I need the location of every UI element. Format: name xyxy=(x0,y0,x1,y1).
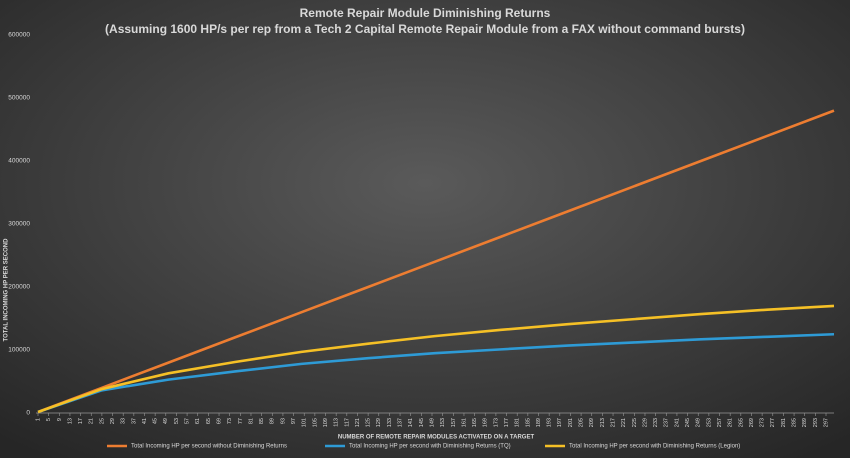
x-tick-label: 73 xyxy=(227,418,233,424)
chart-subtitle: (Assuming 1600 HP/s per rep from a Tech … xyxy=(105,22,745,36)
x-tick-label: 157 xyxy=(451,418,457,427)
x-tick-label: 13 xyxy=(67,418,73,424)
x-axis-title: NUMBER OF REMOTE REPAIR MODULES ACTIVATE… xyxy=(338,435,535,441)
x-tick-label: 121 xyxy=(355,418,361,427)
x-tick-label: 225 xyxy=(632,418,638,427)
x-tick-label: 5 xyxy=(46,418,52,421)
x-tick-label: 289 xyxy=(802,418,808,427)
x-tick-label: 193 xyxy=(547,418,553,427)
x-tick-label: 65 xyxy=(206,418,212,424)
x-tick-label: 221 xyxy=(621,418,627,427)
x-tick-label: 93 xyxy=(280,418,286,424)
x-tick-label: 161 xyxy=(461,418,467,427)
legend-label: Total Incoming HP per second without Dim… xyxy=(131,444,287,450)
x-tick-label: 81 xyxy=(248,418,254,424)
x-tick-label: 265 xyxy=(738,418,744,427)
x-tick-label: 153 xyxy=(440,418,446,427)
y-tick-label: 400000 xyxy=(8,158,30,165)
x-tick-label: 41 xyxy=(142,418,148,424)
x-tick-label: 217 xyxy=(610,418,616,427)
x-tick-label: 285 xyxy=(792,418,798,427)
x-tick-label: 249 xyxy=(696,418,702,427)
y-tick-label: 600000 xyxy=(8,32,30,39)
x-tick-label: 297 xyxy=(823,418,829,427)
y-tick-label: 0 xyxy=(26,410,30,417)
x-tick-label: 125 xyxy=(366,418,372,427)
x-tick-label: 237 xyxy=(664,418,670,427)
x-tick-label: 145 xyxy=(419,418,425,427)
series-line xyxy=(37,109,835,414)
x-tick-label: 277 xyxy=(770,418,776,427)
x-tick-label: 9 xyxy=(57,418,63,421)
x-tick-label: 281 xyxy=(781,418,787,427)
x-tick-label: 45 xyxy=(153,418,159,424)
x-tick-label: 141 xyxy=(408,418,414,427)
x-tick-label: 53 xyxy=(174,418,180,424)
x-tick-label: 261 xyxy=(728,418,734,427)
y-axis-title: TOTAL INCOMING HP PER SECOND xyxy=(4,238,10,342)
x-tick-label: 165 xyxy=(472,418,478,427)
x-tick-label: 185 xyxy=(525,418,531,427)
x-tick-label: 37 xyxy=(131,418,137,424)
x-tick-label: 117 xyxy=(344,418,350,427)
legend-label: Total Incoming HP per second with Dimini… xyxy=(349,444,511,450)
x-tick-label: 177 xyxy=(504,418,510,427)
x-tick-label: 253 xyxy=(706,418,712,427)
x-tick-label: 189 xyxy=(536,418,542,427)
x-tick-label: 85 xyxy=(259,418,265,424)
x-tick-label: 241 xyxy=(674,418,680,427)
x-tick-label: 229 xyxy=(642,418,648,427)
x-tick-label: 137 xyxy=(398,418,404,427)
x-tick-label: 57 xyxy=(185,418,191,424)
x-tick-label: 201 xyxy=(568,418,574,427)
x-tick-label: 29 xyxy=(110,418,116,424)
x-tick-label: 245 xyxy=(685,418,691,427)
series-line xyxy=(37,332,835,414)
x-tick-label: 197 xyxy=(557,418,563,427)
legend-label: Total Incoming HP per second with Dimini… xyxy=(569,444,740,450)
y-tick-label: 500000 xyxy=(8,95,30,102)
x-tick-label: 101 xyxy=(302,418,308,427)
x-tick-label: 173 xyxy=(493,418,499,427)
x-tick-label: 105 xyxy=(312,418,318,427)
x-tick-label: 149 xyxy=(429,418,435,427)
x-tick-label: 181 xyxy=(515,418,521,427)
x-tick-label: 89 xyxy=(270,418,276,424)
x-tick-label: 133 xyxy=(387,418,393,427)
y-tick-label: 100000 xyxy=(8,347,30,354)
x-tick-label: 25 xyxy=(99,418,105,424)
series-line xyxy=(37,304,835,414)
y-tick-label: 200000 xyxy=(8,284,30,291)
x-tick-label: 269 xyxy=(749,418,755,427)
x-tick-label: 113 xyxy=(334,418,340,427)
x-tick-label: 273 xyxy=(760,418,766,427)
x-tick-label: 1 xyxy=(35,418,41,421)
x-tick-label: 213 xyxy=(600,418,606,427)
x-tick-label: 17 xyxy=(78,418,84,424)
x-tick-label: 293 xyxy=(813,418,819,427)
x-tick-label: 233 xyxy=(653,418,659,427)
x-tick-label: 21 xyxy=(89,418,95,424)
x-tick-label: 97 xyxy=(291,418,297,424)
x-tick-label: 129 xyxy=(376,418,382,427)
x-tick-label: 77 xyxy=(238,418,244,424)
x-tick-label: 169 xyxy=(483,418,489,427)
x-tick-label: 49 xyxy=(163,418,169,424)
x-tick-label: 33 xyxy=(121,418,127,424)
x-tick-label: 69 xyxy=(216,418,222,424)
x-tick-label: 61 xyxy=(195,418,201,424)
x-tick-label: 205 xyxy=(579,418,585,427)
x-tick-label: 257 xyxy=(717,418,723,427)
x-tick-label: 109 xyxy=(323,418,329,427)
y-tick-label: 300000 xyxy=(8,221,30,228)
x-tick-label: 209 xyxy=(589,418,595,427)
chart-title: Remote Repair Module Diminishing Returns xyxy=(300,6,551,20)
